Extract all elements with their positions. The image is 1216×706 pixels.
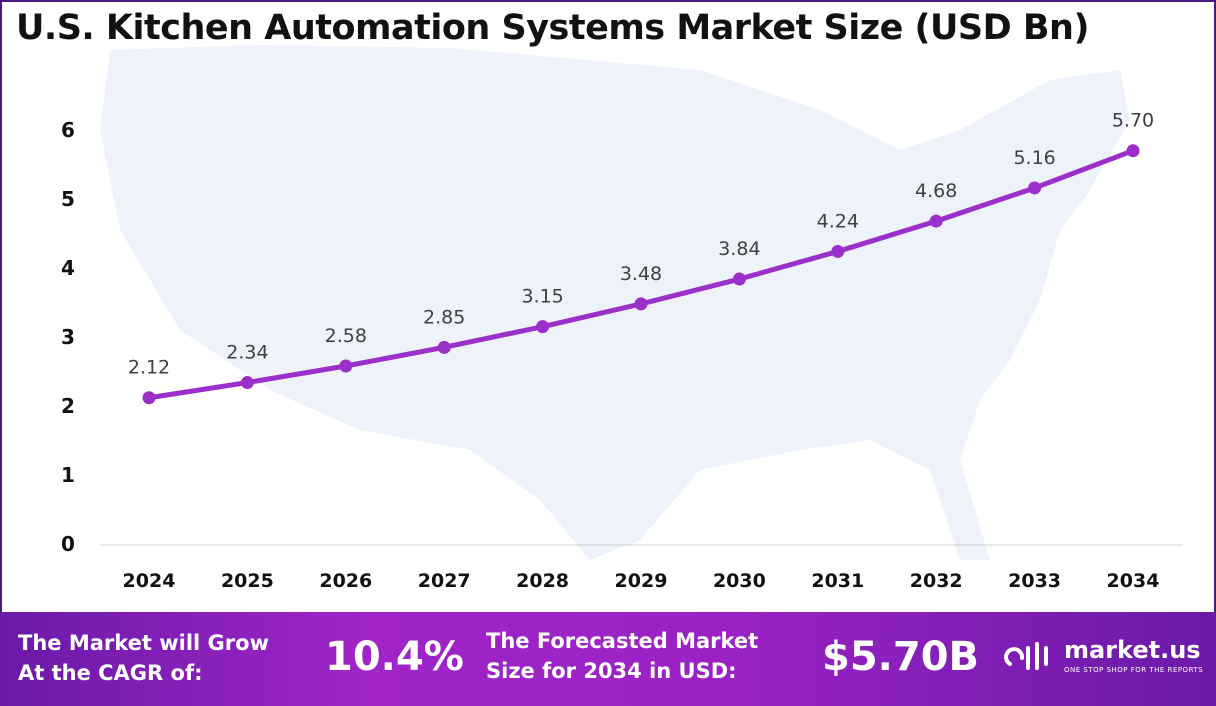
- forecast-label-line2: Size for 2034 in USD:: [486, 659, 737, 683]
- data-label: 3.84: [718, 238, 760, 260]
- y-tick-label: 5: [61, 187, 75, 211]
- data-label: 3.48: [620, 263, 662, 285]
- cagr-value: 10.4%: [325, 634, 464, 680]
- data-point: [1028, 181, 1042, 195]
- data-point: [142, 391, 156, 405]
- cagr-label: The Market will Grow At the CAGR of:: [18, 628, 269, 688]
- cagr-label-line1: The Market will Grow: [18, 631, 269, 655]
- cagr-label-line2: At the CAGR of:: [18, 661, 203, 685]
- data-point: [1126, 144, 1140, 158]
- x-tick-label: 2031: [811, 570, 864, 592]
- data-label: 2.85: [423, 306, 465, 328]
- data-label: 5.70: [1112, 110, 1154, 132]
- y-tick-label: 0: [61, 532, 75, 556]
- x-tick-label: 2032: [910, 570, 963, 592]
- data-label: 2.58: [325, 325, 367, 347]
- x-tick-label: 2025: [221, 570, 274, 592]
- data-point: [339, 359, 353, 373]
- x-tick-label: 2034: [1107, 570, 1160, 592]
- us-map-background: [100, 45, 1130, 560]
- logo-name: market.us: [1064, 636, 1201, 664]
- data-point: [732, 272, 746, 286]
- x-tick-label: 2026: [319, 570, 372, 592]
- forecast-label: The Forecasted Market Size for 2034 in U…: [486, 626, 758, 686]
- data-point: [929, 214, 943, 228]
- data-point: [240, 376, 254, 390]
- forecast-value: $5.70B: [822, 634, 980, 680]
- data-point: [437, 340, 451, 354]
- logo-tagline: ONE STOP SHOP FOR THE REPORTS: [1064, 666, 1204, 674]
- x-tick-label: 2030: [713, 570, 766, 592]
- x-tick-label: 2027: [418, 570, 471, 592]
- y-tick-label: 2: [61, 394, 75, 418]
- data-label: 2.12: [128, 357, 170, 379]
- y-tick-label: 4: [61, 256, 75, 280]
- x-tick-label: 2024: [123, 570, 176, 592]
- y-tick-label: 1: [61, 463, 75, 487]
- data-point: [831, 244, 845, 258]
- data-label: 4.68: [915, 180, 957, 202]
- chart-area: 0 1 2 3 4 5 6 2024 2025 2026 2027 2028 2029 2030 2031…: [61, 45, 1183, 592]
- y-tick-label: 6: [61, 118, 75, 142]
- data-label: 5.16: [1013, 147, 1055, 169]
- forecast-label-line1: The Forecasted Market: [486, 629, 759, 653]
- data-label: 3.15: [521, 286, 563, 308]
- logo-icon: [1004, 642, 1048, 670]
- data-label: 2.34: [226, 342, 268, 364]
- footer-banner: The Market will Grow At the CAGR of: 10.…: [0, 612, 1216, 706]
- data-point: [536, 320, 550, 334]
- chart-title: U.S. Kitchen Automation Systems Market S…: [16, 8, 1089, 48]
- x-tick-label: 2029: [615, 570, 668, 592]
- market-us-logo: market.us ONE STOP SHOP FOR THE REPORTS: [1004, 636, 1203, 682]
- data-point: [634, 297, 648, 311]
- x-tick-label: 2028: [516, 570, 569, 592]
- y-tick-label: 3: [61, 325, 75, 349]
- data-label: 4.24: [817, 210, 859, 232]
- x-tick-label: 2033: [1008, 570, 1061, 592]
